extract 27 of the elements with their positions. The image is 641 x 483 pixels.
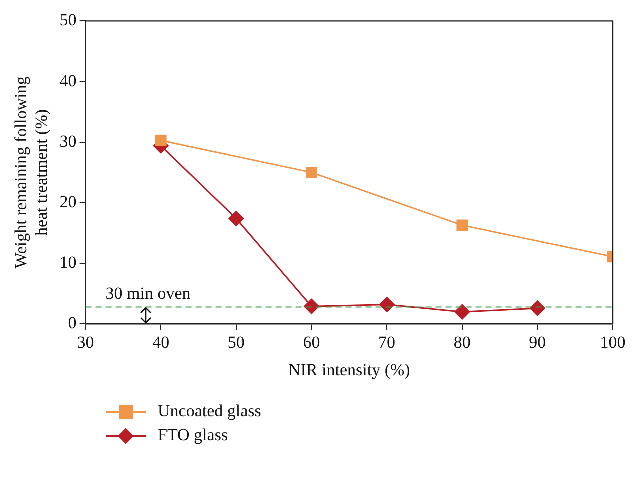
point (456, 220, 468, 232)
legend-label: Uncoated glass (158, 402, 262, 421)
point (304, 298, 320, 315)
y-tick-label: 30 (60, 132, 77, 151)
x-tick-label: 60 (303, 332, 320, 352)
x-tick-label: 30 (77, 332, 94, 352)
x-tick-label: 100 (600, 332, 626, 352)
y-tick-label: 50 (60, 10, 77, 30)
y-tick-label: 0 (68, 314, 77, 333)
x-tick-label: 80 (454, 332, 471, 352)
y-axis-title: Weight remaining following heat treatment (%) (12, 76, 52, 269)
x-tick-label: 40 (152, 332, 170, 352)
point (306, 167, 318, 178)
x-tick-label: 70 (378, 332, 396, 352)
legend-label: FTO glass (158, 426, 228, 445)
point (155, 134, 167, 146)
point (379, 296, 396, 313)
y-tick-label: 40 (60, 71, 77, 90)
x-axis-title: NIR intensity (%) (288, 360, 410, 380)
point (530, 300, 546, 316)
y-tick-label: 20 (60, 192, 77, 212)
x-tick-label: 90 (529, 332, 546, 352)
ref-line-label: 30 min oven (106, 284, 192, 304)
y-tick-label: 10 (60, 253, 77, 272)
x-tick-label: 50 (228, 332, 245, 352)
point (228, 210, 244, 227)
point (454, 304, 470, 320)
